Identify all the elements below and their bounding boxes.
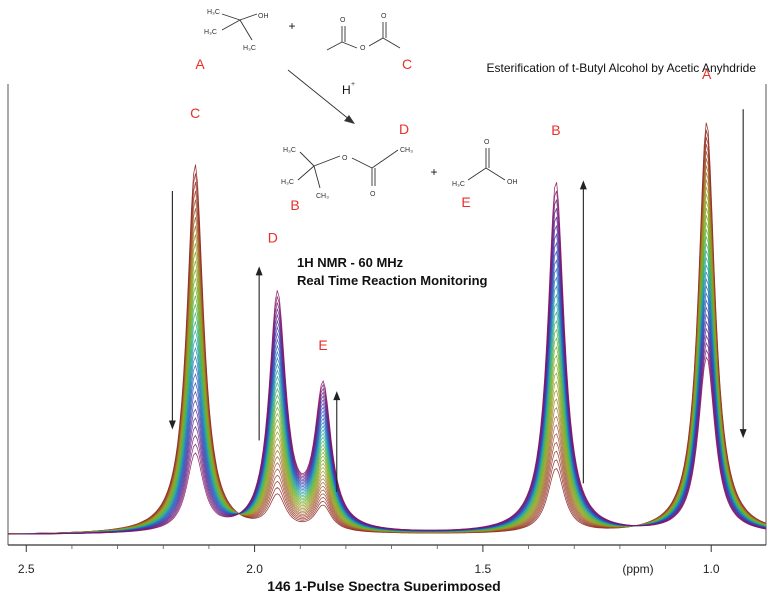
scheme-label-b: B [290, 197, 299, 213]
spectrum-line [8, 264, 767, 535]
spectra-group [7, 122, 767, 535]
spectrum-line [7, 250, 767, 535]
molecule-t-butyl-alcohol [221, 13, 258, 41]
x-tick-label: 2.5 [18, 562, 35, 576]
scheme-label-d: D [399, 121, 409, 137]
atom-label: CH₃ [316, 193, 329, 200]
spectrum-line [7, 129, 767, 535]
trend-arrow-head [739, 429, 747, 439]
subtitle-line-1: 1H NMR - 60 MHz [297, 255, 404, 270]
spectrum-line [8, 199, 767, 535]
peak-label: B [551, 122, 560, 138]
molecule-acetic-acid [467, 148, 506, 181]
molecule-t-butyl-acetate [297, 149, 399, 189]
x-tick-label: 1.5 [475, 562, 492, 576]
atom-label: OH [258, 13, 269, 20]
scheme-label-e: E [461, 194, 470, 210]
spectrum-line [8, 200, 767, 535]
reaction-arrow [287, 69, 351, 121]
spectrum-line [8, 158, 767, 535]
scheme-label-a: A [195, 56, 205, 72]
atom-label: O [360, 45, 366, 52]
spectrum-line [7, 179, 767, 535]
catalyst-charge: + [351, 81, 355, 88]
atom-label: O [340, 17, 346, 24]
plus-sign: + [288, 19, 295, 33]
spectrum-line [8, 257, 767, 535]
spectrum-line [7, 186, 767, 535]
spectrum-line [8, 258, 767, 535]
subtitle-line-2: Real Time Reaction Monitoring [297, 273, 488, 288]
atom-label: H₃C [243, 45, 256, 52]
spectrum-line [8, 193, 767, 535]
spectrum-line [8, 165, 767, 535]
atom-label: H₃C [452, 181, 465, 188]
trend-arrows [168, 109, 747, 492]
catalyst-label: H [342, 83, 351, 97]
spectrum-line [8, 190, 767, 535]
spectrum-line [8, 225, 767, 535]
spectrum-line [8, 172, 767, 535]
spectrum-line [8, 250, 767, 535]
peak-label: E [318, 337, 327, 353]
atom-label: OH [507, 179, 518, 186]
trend-arrow-head [168, 420, 176, 430]
trend-arrow-head [333, 391, 341, 401]
trend-arrow-head [579, 180, 587, 190]
peak-label: A [702, 66, 712, 82]
spectrum-line [8, 276, 767, 535]
reaction-scheme [221, 13, 506, 189]
spectrum-line [7, 122, 767, 535]
spectrum-line [8, 267, 767, 535]
atom-label: H₃C [283, 147, 296, 154]
x-axis-label: 146 1-Pulse Spectra Superimposed [267, 578, 500, 591]
scheme-label-c: C [402, 56, 412, 72]
atom-label: O [484, 139, 490, 146]
spectrum-line [8, 271, 767, 535]
atom-label: O [381, 13, 387, 20]
x-unit-label: (ppm) [622, 562, 653, 576]
x-tick-label: 2.0 [246, 562, 263, 576]
atom-labels: H₃C H₃C H₃C OH O O O H₃C H₃C CH₃ O O CH₃… [204, 9, 518, 200]
trend-arrow-head [255, 266, 263, 276]
spectrum-line [8, 150, 767, 535]
atom-label: O [342, 155, 348, 162]
plus-sign: + [430, 165, 437, 179]
x-tick-label: 1.0 [703, 562, 720, 576]
atom-label: H₃C [207, 9, 220, 16]
molecule-acetic-anhydride [326, 22, 401, 51]
spectrum-line [8, 136, 767, 535]
chart-title: Esterification of t-Butyl Alcohol by Ace… [487, 61, 757, 75]
reaction-arrow-head [344, 115, 355, 124]
peak-label: D [268, 230, 278, 246]
atom-label: CH₃ [400, 147, 413, 154]
atom-label: H₃C [281, 179, 294, 186]
spectrum-line [8, 143, 767, 535]
peak-labels: C D E B A [190, 66, 712, 353]
x-ticks: 2.5 2.0 1.5 1.0 [18, 545, 720, 576]
spectrum-line [7, 182, 767, 535]
atom-label: O [370, 191, 376, 198]
atom-label: H₃C [204, 29, 217, 36]
peak-label: C [190, 105, 200, 121]
